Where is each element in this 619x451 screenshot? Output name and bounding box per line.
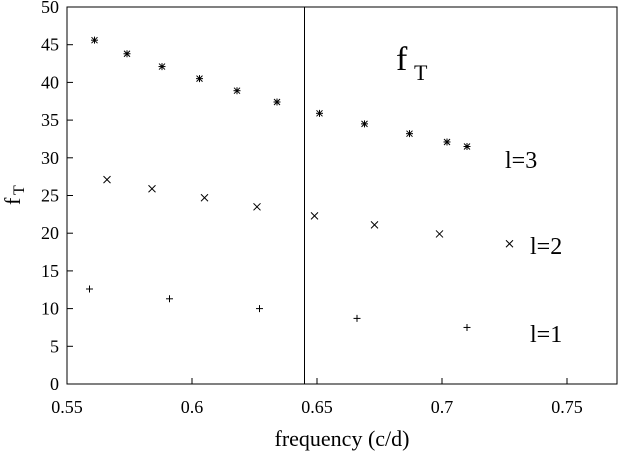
- data-point-l=2-1: [103, 175, 111, 184]
- data-point-l=2-4: [253, 202, 261, 211]
- y-tick-label: 50: [41, 0, 59, 17]
- data-point-l=2-5: [310, 212, 319, 220]
- y-tick-label: 40: [41, 72, 59, 92]
- x-tick-label: 0.65: [301, 397, 333, 417]
- chart-title: f: [396, 41, 408, 78]
- data-point-l=1-5: [463, 323, 471, 331]
- y-axis-label: f: [0, 197, 25, 205]
- data-point-l=2-6: [370, 221, 379, 229]
- data-point-l=2-3: [200, 193, 209, 202]
- y-tick-label: 45: [41, 35, 59, 55]
- chart-title-subscript: T: [414, 60, 428, 85]
- data-markers: [86, 36, 514, 331]
- y-axis-label-subscript: T: [11, 185, 28, 195]
- data-point-l=3-5: [233, 87, 241, 95]
- y-tick-label: 20: [41, 223, 59, 243]
- y-tick-label: 0: [50, 374, 59, 394]
- y-tick-label: 25: [41, 186, 59, 206]
- y-tick-label: 5: [50, 336, 59, 356]
- plot-frame: [66, 6, 618, 385]
- x-tick-label: 0.6: [181, 397, 204, 417]
- y-axis-ticks: 0 5 10 15 20 25 30 35 40 45 50: [41, 0, 73, 394]
- series-3-points: [91, 36, 471, 150]
- series-label-l2: l=2: [530, 234, 562, 260]
- x-tick-label: 0.55: [51, 397, 83, 417]
- data-point-l=3-7: [316, 109, 323, 117]
- data-point-l=1-3: [256, 305, 263, 313]
- data-point-l=1-2: [166, 295, 173, 303]
- data-point-l=2-7: [435, 230, 444, 238]
- data-point-l=3-6: [273, 98, 281, 106]
- y-tick-label: 35: [41, 110, 59, 130]
- data-point-l=3-11: [463, 142, 471, 150]
- data-point-l=3-2: [123, 50, 131, 58]
- data-point-l=3-10: [443, 138, 451, 146]
- data-point-l=2-2: [148, 184, 156, 193]
- y-tick-label: 15: [41, 261, 59, 281]
- data-point-l=1-4: [353, 314, 361, 322]
- x-tick-label: 0.75: [551, 397, 583, 417]
- data-point-l=3-9: [406, 130, 413, 138]
- data-point-l=2-8: [505, 239, 514, 248]
- y-tick-label: 10: [41, 299, 59, 319]
- data-point-l=3-1: [91, 36, 98, 44]
- data-point-l=3-4: [196, 75, 203, 83]
- x-axis-label: frequency (c/d): [275, 426, 410, 451]
- series-label-l3: l=3: [505, 148, 537, 174]
- series-2-points: [103, 175, 514, 248]
- x-axis-ticks: 0.55 0.6 0.65 0.7 0.75: [51, 378, 583, 417]
- x-tick-label: 0.7: [431, 397, 454, 417]
- data-point-l=3-3: [158, 63, 166, 71]
- data-point-l=1-1: [86, 285, 93, 293]
- y-tick-label: 30: [41, 148, 59, 168]
- series-1-points: [86, 285, 471, 331]
- series-label-l1: l=1: [530, 322, 562, 348]
- data-point-l=3-8: [361, 120, 368, 128]
